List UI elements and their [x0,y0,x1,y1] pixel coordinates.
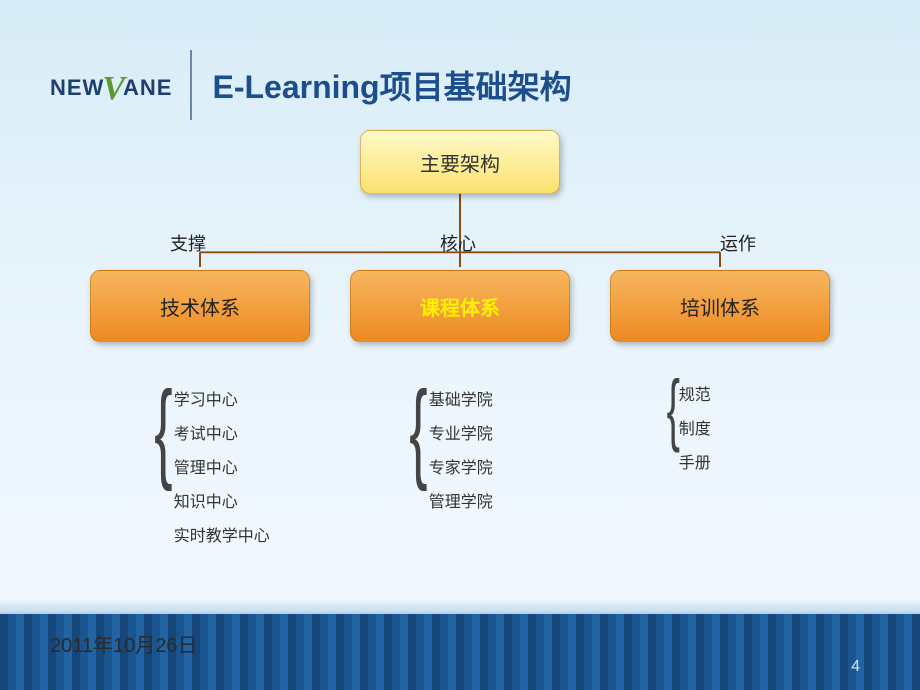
node-tech-label: 技术体系 [160,292,240,321]
sublist-course: { 基础学院 专业学院 专家学院 管理学院 [400,380,493,512]
list-item: 制度 [679,415,711,439]
logo-part-ane: ANE [123,75,172,101]
list-item: 专家学院 [429,454,493,478]
node-train: 培训体系 [610,270,830,342]
list-item: 规范 [679,381,711,405]
list-item: 基础学院 [429,386,493,410]
list-item: 知识中心 [174,488,270,512]
footer-date: 2011年10月26日 [50,629,198,658]
list-item: 学习中心 [174,386,270,410]
node-course: 课程体系 [350,270,570,342]
edge-label-course: 核心 [440,230,476,256]
logo-part-v: V [102,70,125,108]
logo: NEW V ANE [50,66,172,104]
node-train-label: 培训体系 [680,292,760,321]
node-course-label: 课程体系 [420,292,500,321]
sublist-train: { 规范 制度 手册 [660,375,711,473]
title-text: E-Learning项目基础架构 [212,69,571,105]
logo-part-new: NEW [50,75,104,101]
node-root: 主要架构 [360,130,560,194]
list-item: 实时教学中心 [174,522,270,546]
list-item: 手册 [679,449,711,473]
list-item: 考试中心 [174,420,270,444]
list-item: 管理学院 [429,488,493,512]
sublist-tech-items: 学习中心 考试中心 管理中心 知识中心 实时教学中心 [174,380,270,546]
node-root-label: 主要架构 [420,148,500,177]
sublist-tech: { 学习中心 考试中心 管理中心 知识中心 实时教学中心 [145,380,270,546]
brace-icon: { [409,376,427,486]
sublist-train-items: 规范 制度 手册 [679,375,711,473]
edge-label-train: 运作 [720,230,756,256]
node-tech: 技术体系 [90,270,310,342]
brace-icon: { [667,369,680,449]
sublist-course-items: 基础学院 专业学院 专家学院 管理学院 [429,380,493,512]
list-item: 专业学院 [429,420,493,444]
header: NEW V ANE E-Learning项目基础架构 [0,0,920,120]
brace-icon: { [154,376,172,486]
header-divider [190,50,192,120]
page-number: 4 [851,658,860,676]
page-title: E-Learning项目基础架构 [212,62,571,108]
edge-label-tech: 支撑 [170,230,206,256]
list-item: 管理中心 [174,454,270,478]
diagram: 主要架构 技术体系 课程体系 培训体系 支撑 核心 运作 { 学习中心 考试中心… [0,120,920,610]
